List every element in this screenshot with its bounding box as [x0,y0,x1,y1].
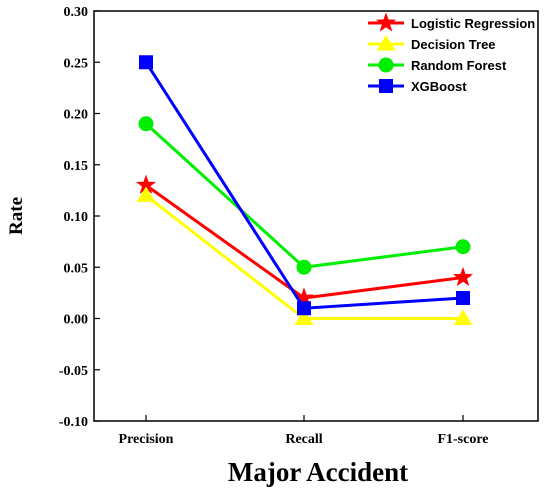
data-point-logistic-regression [452,266,474,287]
y-tick-label: 0.00 [64,313,89,328]
legend: Logistic Regression Decision Tree Random F… [368,12,535,94]
legend-label: Logistic Regression [411,16,535,31]
data-point-xgboost [456,291,470,305]
y-tick-label: 0.05 [64,261,89,276]
y-tick-label: 0.30 [64,5,89,20]
series-logistic-regression [135,174,474,307]
y-tick-label: 0.10 [64,210,89,225]
plot-frame [93,10,539,422]
series-line-logistic-regression [145,184,464,300]
data-point-random-forest [138,116,154,132]
x-axis-label: Major Accident [228,457,408,487]
legend-item-logistic-regression: Logistic Regression [368,12,535,32]
y-tick-label: -0.05 [59,364,88,379]
y-tick-label: 0.25 [64,56,89,71]
x-axis-ticks: Precision Recall F1-score [119,415,489,447]
series-layer [135,55,474,325]
y-axis-label: Rate [6,197,27,235]
data-point-xgboost [297,301,311,316]
legend-item-decision-tree: Decision Tree [368,35,496,52]
y-tick-label: 0.20 [64,108,89,123]
legend-marker [379,79,393,93]
legend-label: Random Forest [411,58,507,73]
data-point-decision-tree [453,309,473,325]
series-line-random-forest [144,122,464,269]
legend-item-random-forest: Random Forest [368,57,507,73]
legend-marker [375,12,397,32]
data-point-random-forest [455,239,471,255]
legend-item-xgboost: XGBoost [368,79,467,94]
legend-label: Decision Tree [411,37,496,52]
data-point-decision-tree [136,186,156,202]
x-tick-label: Recall [285,432,322,447]
x-tick-label: Precision [119,432,174,447]
legend-marker [378,57,394,73]
series-random-forest [138,116,471,275]
legend-label: XGBoost [411,79,467,94]
series-decision-tree [136,186,473,325]
legend-marker [376,35,396,51]
series-xgboost [139,55,470,316]
y-tick-label: -0.10 [59,415,88,430]
data-point-decision-tree [294,309,314,325]
y-axis-ticks: -0.10 -0.05 0.00 0.05 0.10 0.15 0.20 0.25 0.30 [59,5,100,430]
data-point-xgboost [139,55,153,70]
x-tick-label: F1-score [437,432,488,447]
y-tick-label: 0.15 [64,159,89,174]
data-point-random-forest [296,259,312,275]
